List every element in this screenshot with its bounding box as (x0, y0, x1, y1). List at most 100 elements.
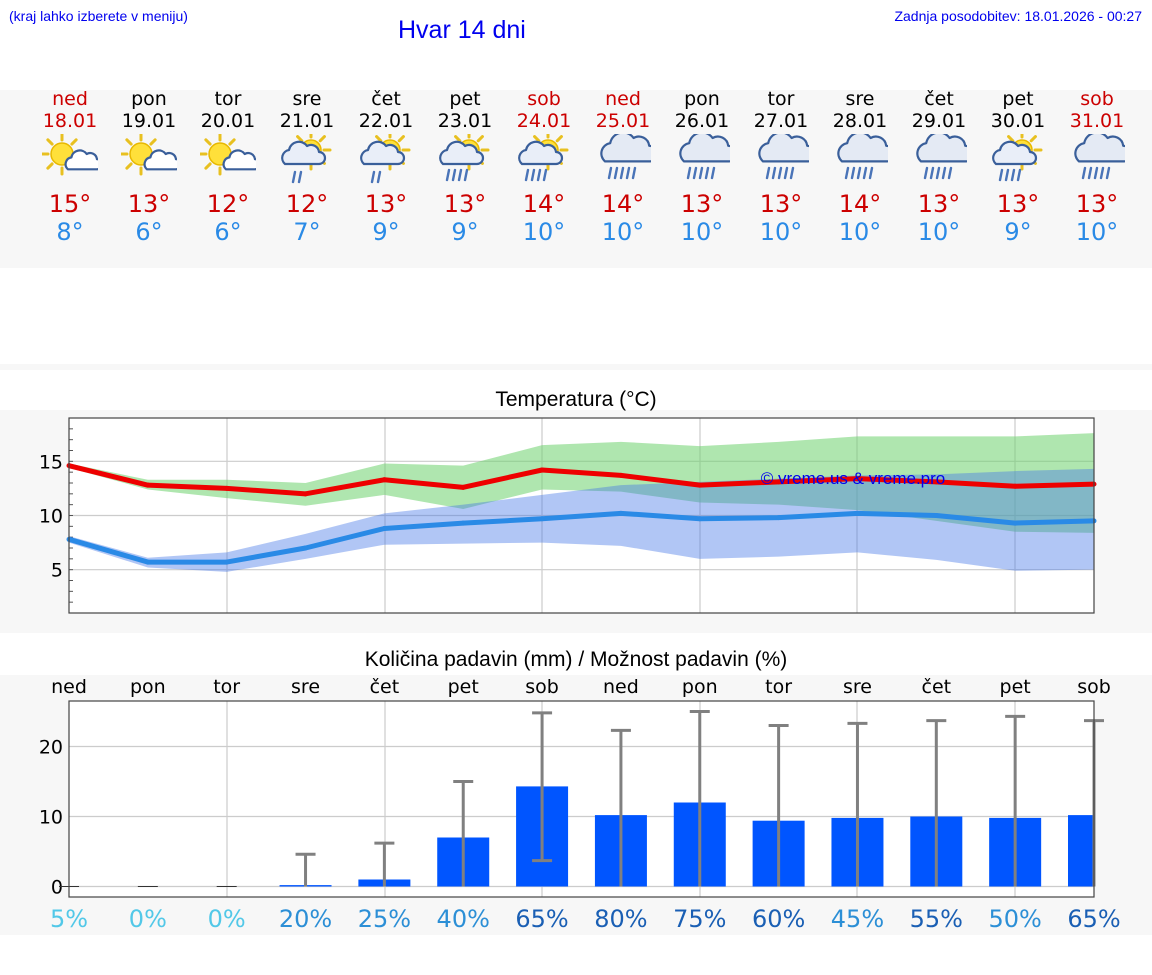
min-temp: 10° (917, 218, 961, 246)
max-temp-point (381, 477, 387, 483)
day-name: ned (52, 88, 88, 110)
y-tick-label: 10 (39, 807, 63, 829)
x-category-label: pet (448, 676, 479, 698)
min-temp: 10° (680, 218, 724, 246)
x-category-label: tor (765, 676, 792, 698)
day-date: 19.01 (121, 110, 177, 132)
min-temp-point (145, 559, 151, 565)
divider (0, 364, 1152, 370)
x-category-label: ned (603, 676, 639, 698)
precip-probability: 50% (988, 905, 1041, 933)
min-temp-point (697, 516, 703, 522)
day-date: 20.01 (200, 110, 256, 132)
last-update-text: Zadnja posodobitev: 18.01.2026 - 00:27 (894, 8, 1142, 24)
day-date: 23.01 (437, 110, 493, 132)
day-column: pet 30.01 13° 9° (979, 88, 1057, 246)
day-column: ned 18.01 15° 8° (31, 88, 109, 246)
temperature-chart-title: Temperatura (°C) (495, 388, 657, 411)
day-column: sob 24.01 14° 10° (505, 88, 583, 246)
day-date: 21.01 (279, 110, 335, 132)
x-category-label: sob (1077, 676, 1111, 698)
day-name: ned (605, 88, 641, 110)
sun-rain-light-icon (360, 134, 411, 184)
max-temp: 12° (206, 190, 250, 218)
cloud-rain-icon (679, 134, 730, 180)
day-name: sob (1080, 88, 1114, 110)
max-temp: 15° (48, 190, 92, 218)
max-temp-point (303, 491, 309, 497)
location-menu-hint[interactable]: (kraj lahko izberete v meniju) (9, 8, 188, 24)
day-name: čet (924, 88, 954, 110)
y-tick-label: 5 (51, 560, 63, 582)
max-temp: 14° (838, 190, 882, 218)
day-column: pon 19.01 13° 6° (110, 88, 188, 246)
day-date: 31.01 (1069, 110, 1125, 132)
max-temp-point (224, 485, 230, 491)
day-name: pon (684, 88, 720, 110)
min-temp: 6° (135, 218, 163, 246)
max-temp-point (460, 484, 466, 490)
x-category-label: pet (1000, 676, 1031, 698)
max-temp: 13° (996, 190, 1040, 218)
day-date: 27.01 (753, 110, 809, 132)
y-tick-label: 20 (39, 737, 63, 759)
min-temp: 9° (1004, 218, 1032, 246)
sun-rain-light-icon (281, 134, 332, 184)
max-temp-point (776, 479, 782, 485)
min-temp: 8° (56, 218, 84, 246)
max-temp: 13° (364, 190, 408, 218)
precip-probability: 20% (279, 905, 332, 933)
min-temp-point (933, 513, 939, 518)
sun-cloud-icon (121, 134, 177, 176)
day-column: tor 20.01 12° 6° (189, 88, 267, 246)
max-temp: 14° (601, 190, 645, 218)
page-title: Hvar 14 dni (398, 16, 526, 44)
day-date: 28.01 (832, 110, 888, 132)
cloud-rain-icon (837, 134, 888, 180)
min-temp: 10° (601, 218, 645, 246)
max-temp: 13° (443, 190, 487, 218)
precip-probability: 45% (831, 905, 884, 933)
precip-probability: 0% (129, 905, 167, 933)
min-temp: 7° (293, 218, 321, 246)
day-date: 30.01 (990, 110, 1046, 132)
min-temp: 10° (759, 218, 803, 246)
min-temp: 10° (838, 218, 882, 246)
day-column: pon 26.01 13° 10° (663, 88, 741, 246)
day-column: pet 23.01 13° 9° (426, 88, 504, 246)
min-temp-point (303, 545, 309, 551)
max-temp: 13° (680, 190, 724, 218)
max-temp-point (933, 479, 939, 485)
max-temp: 13° (917, 190, 961, 218)
day-date: 24.01 (516, 110, 572, 132)
max-temp: 14° (522, 190, 566, 218)
x-category-label: čet (370, 676, 400, 698)
min-temp-point (381, 526, 387, 531)
x-category-label: pon (130, 676, 166, 698)
x-category-label: sre (843, 676, 872, 698)
sun-cloud-icon (200, 134, 256, 176)
sun-cloud-icon (42, 134, 98, 176)
precip-probability: 55% (910, 905, 963, 933)
precip-bar (1068, 815, 1094, 887)
cloud-rain-icon (1074, 134, 1125, 180)
min-temp-line (68, 510, 1095, 565)
min-temp: 6° (214, 218, 242, 246)
y-tick-label: 15 (39, 451, 63, 473)
min-temp-point (224, 559, 230, 565)
x-category-label: čet (922, 676, 952, 698)
sun-rain-icon (518, 134, 569, 182)
min-temp: 10° (1075, 218, 1119, 246)
day-column: sre 28.01 14° 10° (821, 88, 899, 246)
max-temp-range-band (69, 433, 1094, 533)
x-category-label: sob (525, 676, 559, 698)
sun-rain-icon (992, 134, 1043, 182)
max-temp: 12° (285, 190, 329, 218)
precip-probability: 25% (358, 905, 411, 933)
precip-probability: 40% (437, 905, 490, 933)
max-temp-line (68, 463, 1095, 497)
day-name: pet (1002, 88, 1034, 110)
min-temp-point (854, 510, 860, 516)
